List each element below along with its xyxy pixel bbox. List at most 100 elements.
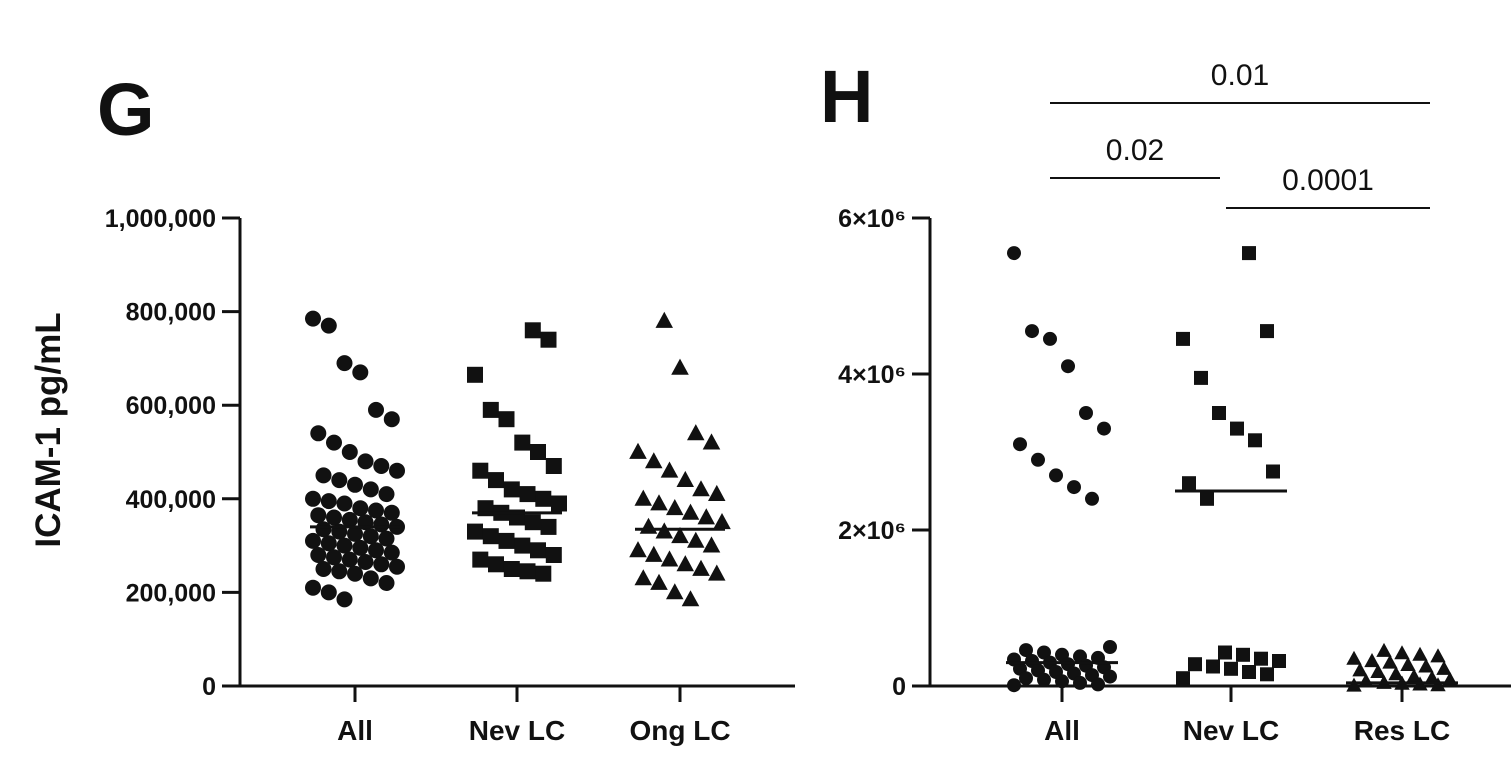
panel-g-data-point: [629, 442, 647, 459]
panel-g-data-point: [320, 584, 337, 601]
panel-h-data-point: [1103, 640, 1117, 654]
panel-g-data-point: [341, 551, 358, 568]
panel-g-data-point: [540, 331, 557, 348]
panel-g-data-point: [357, 554, 374, 570]
panel-g-data-point: [488, 472, 504, 489]
panel-h-data-point: [1394, 645, 1410, 660]
panel-g-data-point: [488, 556, 504, 573]
panel-g-data-point: [545, 547, 562, 563]
panel-g-y-tick-label: 800,000: [126, 299, 216, 327]
panel-g-x-tick-label: Nev LC: [469, 715, 565, 746]
panel-g-data-point: [681, 590, 700, 607]
panel-h-data-point: [1019, 671, 1033, 686]
panel-g-data-point: [383, 544, 400, 561]
panel-h-data-point: [1037, 645, 1051, 660]
panel-g-data-point: [645, 545, 663, 562]
panel-h-data-point: [1406, 668, 1422, 683]
panel-g-axes: 0 200,000 400,000 600,000 800,000 1,000,000 Al…: [105, 205, 795, 746]
panel-g-data-point: [383, 411, 400, 428]
panel-h-data-point: [1182, 476, 1196, 491]
panel-g-data-point: [305, 310, 321, 327]
panel-g-data-point: [315, 467, 332, 484]
panel-g-data-point: [326, 509, 342, 526]
panel-h-data-point: [1007, 246, 1021, 261]
panel-h-data-point: [1260, 667, 1274, 682]
panel-h-data-point: [1055, 674, 1069, 689]
panel-g-data-point: [660, 550, 679, 567]
panel-g-y-tick-label: 0: [202, 673, 216, 701]
panel-h-data-point: [1031, 452, 1045, 467]
panel-g-data-point: [671, 527, 689, 544]
panel-g-data-point: [320, 493, 337, 510]
panel-g-data-point: [347, 476, 363, 493]
panel-h-data-point: [1266, 464, 1280, 479]
panel-h-comparisons: 0.01 0.02 0.0001: [1050, 59, 1430, 209]
panel-g-y-tick-label: 200,000: [126, 579, 216, 607]
panel-g-data-point: [357, 453, 374, 470]
panel-h-data-point: [1206, 659, 1220, 674]
panel-g-data-point: [524, 322, 541, 339]
panel-g-data-point: [524, 514, 541, 531]
panel-h-x-tick-label: All: [1044, 715, 1080, 746]
panel-h-data-point: [1085, 491, 1099, 506]
panel-h-p-value: 0.0001: [1282, 164, 1374, 197]
panel-g-data-point: [535, 490, 552, 507]
panel-h-data-point: [1242, 665, 1256, 679]
panel-g-data-point: [671, 358, 689, 375]
panel-h-data-point: [1025, 324, 1039, 339]
panel-g-data-point: [352, 364, 369, 381]
panel-g-data-point: [336, 537, 353, 554]
panel-h-letter: H: [820, 55, 873, 138]
panel-h-data-point: [1346, 677, 1362, 692]
panel-h-p-value: 0.02: [1106, 134, 1164, 167]
panel-h-data-point: [1424, 670, 1440, 685]
panel-h-data-point: [1436, 660, 1452, 675]
panel-h-data-point: [1412, 646, 1428, 661]
panel-g-data-point: [666, 499, 684, 516]
panel-g-data-point: [645, 452, 663, 469]
panel-g-data-point: [681, 503, 700, 520]
panel-h-data-point: [1043, 331, 1057, 346]
panel-g-y-tick-label: 400,000: [126, 486, 216, 514]
panel-h-data-point: [1103, 669, 1117, 684]
panel-g-data-point: [655, 311, 673, 328]
panel-g-data-point: [639, 517, 658, 534]
panel-g-data-point: [310, 507, 327, 524]
panel-h-data-point: [1091, 677, 1105, 692]
panel-g-data-point: [368, 542, 384, 559]
panel-h-data-point: [1067, 480, 1081, 495]
panel-g-data-point: [347, 565, 363, 582]
panel-h-points: [1007, 246, 1458, 693]
panel-h-data-point: [1224, 661, 1238, 676]
panel-h-data-point: [1194, 370, 1208, 385]
panel-h-y-tick-label: 2×10⁶: [838, 517, 906, 545]
panel-h-data-point: [1346, 650, 1362, 665]
panel-g-x-tick-label: Ong LC: [629, 715, 730, 746]
panel-g-data-point: [634, 489, 652, 506]
panel-g-data-point: [320, 535, 337, 552]
panel-h-data-point: [1254, 651, 1268, 666]
panel-h-data-point: [1037, 672, 1051, 687]
panel-g-data-point: [320, 317, 337, 334]
panel-h-data-point: [1272, 654, 1286, 668]
panel-g-data-point: [378, 575, 395, 591]
panel-h-medians: [1006, 489, 1458, 685]
panel-g-data-point: [336, 495, 353, 512]
panel-h-data-point: [1242, 246, 1256, 261]
panel-h-data-point: [1400, 656, 1416, 671]
panel-h-data-point: [1212, 406, 1226, 420]
panel-g-data-point: [331, 563, 348, 580]
panel-g-y-tick-label: 1,000,000: [105, 205, 216, 233]
panel-g-data-point: [535, 565, 552, 582]
panel-g-data-point: [336, 591, 353, 608]
panel-g-data-point: [708, 564, 726, 581]
panel-g-y-tick-label: 600,000: [126, 392, 216, 420]
panel-h-data-point: [1019, 643, 1033, 658]
panel-g-data-point: [503, 481, 520, 498]
panel-g-data-point: [708, 484, 726, 501]
panel-g-data-point: [315, 561, 332, 577]
panel-g-data-point: [341, 444, 358, 460]
panel-h-data-point: [1388, 666, 1404, 681]
panel-h-data-point: [1364, 653, 1380, 668]
